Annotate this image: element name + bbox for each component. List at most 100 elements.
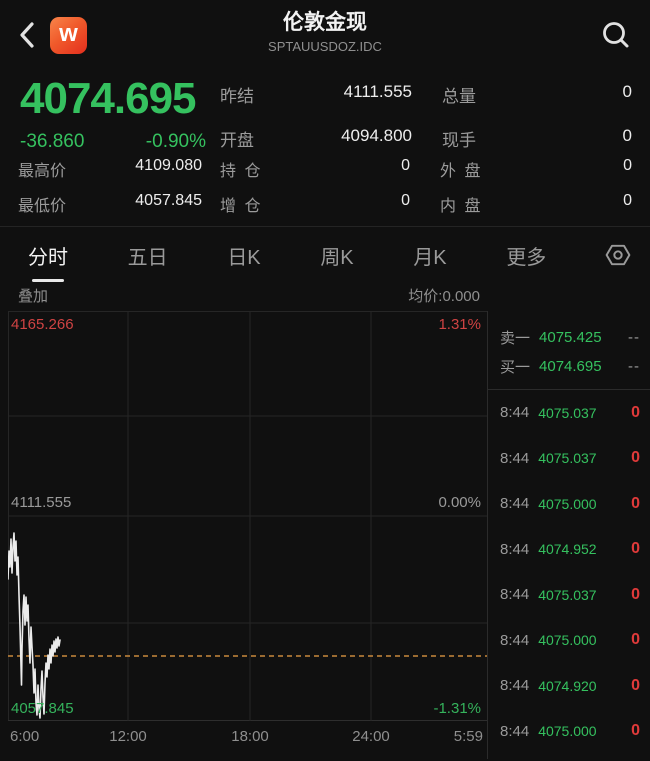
tab-monthly-k[interactable]: 月K <box>411 227 448 284</box>
tab-label: 月K <box>413 246 447 269</box>
tick-volume: 0 <box>631 540 640 558</box>
tab-more[interactable]: 更多 <box>504 227 548 284</box>
ask-size: -- <box>628 329 640 346</box>
tick-price: 4075.037 <box>538 404 597 421</box>
stat-label: 最低价 <box>18 198 67 215</box>
tick-volume: 0 <box>631 676 640 694</box>
quote-section: 4074.695 -36.860 -0.90% 昨结 4111.555 总量 0… <box>0 64 650 155</box>
bid-price: 4074.695 <box>539 358 602 375</box>
last-price: 4074.695 <box>20 74 197 123</box>
chart-pct-min-label: -1.31% <box>433 700 481 717</box>
panel-divider <box>488 389 650 390</box>
bid-row: 买一 4074.695 -- <box>488 352 650 381</box>
bid-size: -- <box>628 358 640 375</box>
tab-label: 五日 <box>127 246 168 269</box>
last-price-block: 4074.695 -36.860 -0.90% <box>20 77 220 155</box>
tick-row: 8:44 4075.037 0 <box>488 572 650 618</box>
tick-time: 8:44 <box>500 495 530 513</box>
ask-row: 卖一 4075.425 -- <box>488 323 650 352</box>
chart-y-mid-label: 4111.555 <box>11 494 72 511</box>
tick-row: 8:44 4075.000 0 <box>488 709 650 755</box>
tick-price: 4075.000 <box>538 632 597 649</box>
back-button[interactable] <box>12 17 42 53</box>
page-title: 伦敦金现 <box>283 11 367 34</box>
stat-label: 最高价 <box>18 163 67 180</box>
tick-price: 4075.037 <box>538 586 597 603</box>
ask-label: 卖一 <box>500 330 531 347</box>
chart-y-max-label: 4165.266 <box>11 316 74 333</box>
tick-row: 8:44 4075.037 0 <box>488 390 650 436</box>
tick-volume: 0 <box>631 494 640 512</box>
chart-column: 4165.266 1.31% 4111.555 0.00% 4057.845 -… <box>0 311 487 759</box>
stat-value: 4094.800 <box>341 126 412 145</box>
chart-pct-max-label: 1.31% <box>438 316 481 333</box>
settings-hex-icon <box>605 244 631 266</box>
tick-volume: 0 <box>631 449 640 467</box>
tick-volume: 0 <box>631 403 640 421</box>
active-tab-indicator <box>32 278 64 282</box>
chart-x-axis: 6:00 12:00 18:00 24:00 5:59 <box>0 721 487 759</box>
stat-value: 0 <box>401 192 410 209</box>
tick-volume: 0 <box>631 722 640 740</box>
intraday-chart[interactable]: 4165.266 1.31% 4111.555 0.00% 4057.845 -… <box>0 311 487 721</box>
main-area: 4165.266 1.31% 4111.555 0.00% 4057.845 -… <box>0 311 650 759</box>
chart-settings-button[interactable] <box>604 241 632 269</box>
price-change-pct: -0.90% <box>145 131 206 152</box>
bid-label: 买一 <box>500 359 531 376</box>
stat-value: 4109.080 <box>135 157 202 174</box>
x-tick: 24:00 <box>352 728 390 745</box>
tab-weekly-k[interactable]: 周K <box>318 227 355 284</box>
tick-time: 8:44 <box>500 586 530 604</box>
search-button[interactable] <box>598 17 634 53</box>
tab-label: 周K <box>320 246 354 269</box>
price-line <box>8 532 61 719</box>
chart-pct-mid-label: 0.00% <box>438 494 481 511</box>
stat-value: 0 <box>623 157 632 174</box>
tick-row: 8:44 4074.920 0 <box>488 663 650 709</box>
tick-row: 8:44 4074.952 0 <box>488 527 650 573</box>
stat-label: 总量 <box>442 87 476 106</box>
tick-price: 4074.920 <box>538 677 597 694</box>
tick-time: 8:44 <box>500 631 530 649</box>
wind-logo-letter: w <box>59 19 78 47</box>
chart-period-tabs: 分时 五日 日K 周K 月K 更多 <box>0 227 650 283</box>
stat-value: 0 <box>623 192 632 209</box>
tick-row: 8:44 4075.037 0 <box>488 436 650 482</box>
overlay-button[interactable]: 叠加 <box>18 288 49 305</box>
stat-label: 昨结 <box>220 87 254 106</box>
tick-price: 4074.952 <box>538 541 597 558</box>
stat-label: 内 盘 <box>440 198 483 215</box>
avg-price-readout: 均价:0.000 <box>408 288 480 305</box>
tab-label: 更多 <box>506 246 547 269</box>
tick-price: 4075.000 <box>538 723 597 740</box>
tick-time: 8:44 <box>500 722 530 740</box>
quote-pairs-grid: 昨结 4111.555 总量 0 开盘 4094.800 现手 0 <box>220 77 632 155</box>
chevron-left-icon <box>20 22 34 48</box>
stat-label: 开盘 <box>220 131 254 150</box>
tab-5day[interactable]: 五日 <box>126 227 170 284</box>
x-tick: 18:00 <box>231 728 269 745</box>
stat-value: 4057.845 <box>135 192 202 209</box>
x-tick: 6:00 <box>10 728 40 745</box>
stat-label: 持 仓 <box>220 163 263 180</box>
tab-minute[interactable]: 分时 <box>26 227 70 284</box>
price-change: -36.860 <box>20 131 85 152</box>
instrument-code: SPTAUUSDOZ.IDC <box>268 39 382 54</box>
chart-subbar: 叠加 均价:0.000 <box>0 283 650 311</box>
tick-price: 4075.037 <box>538 450 597 467</box>
tick-row: 8:44 4075.000 0 <box>488 481 650 527</box>
stat-value: 0 <box>622 82 632 101</box>
tab-daily-k[interactable]: 日K <box>225 227 262 284</box>
tick-volume: 0 <box>631 585 640 603</box>
chart-canvas <box>8 311 487 721</box>
tick-time: 8:44 <box>500 404 530 422</box>
wind-app-logo[interactable]: w <box>50 16 87 54</box>
tab-label: 分时 <box>28 246 68 269</box>
header: w 伦敦金现 SPTAUUSDOZ.IDC <box>0 0 650 64</box>
stats-rows: 最高价 4109.080 持 仓 0 外 盘 0 最低价 4057.845 增 … <box>0 155 650 227</box>
x-tick: 12:00 <box>109 728 147 745</box>
tab-label: 日K <box>227 246 261 269</box>
tick-price: 4075.000 <box>538 495 597 512</box>
tick-time: 8:44 <box>500 677 530 695</box>
